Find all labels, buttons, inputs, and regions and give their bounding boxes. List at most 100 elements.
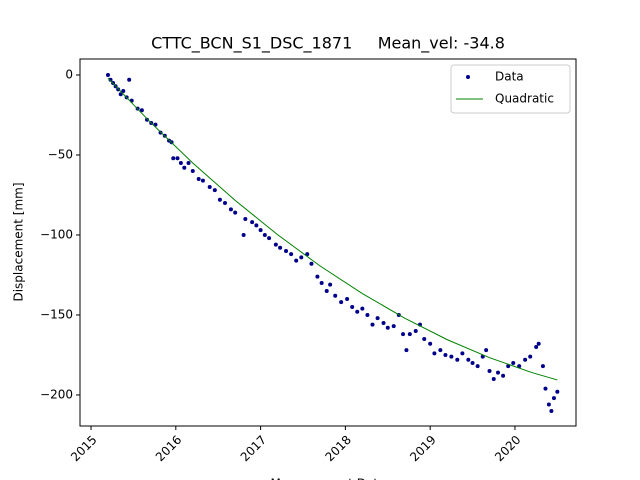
data-point (391, 324, 396, 329)
data-point (250, 220, 255, 225)
data-point (401, 332, 406, 337)
data-point (127, 77, 132, 82)
data-point (491, 376, 496, 381)
y-tick-label: −150 (40, 307, 73, 321)
data-point (121, 88, 126, 93)
data-point (407, 332, 412, 337)
data-point (186, 160, 191, 165)
data-point (139, 108, 144, 113)
data-point (207, 184, 212, 189)
data-point (355, 309, 360, 314)
data-point (108, 77, 113, 82)
y-tick-label: −50 (48, 147, 73, 161)
data-point (506, 364, 511, 369)
data-point (534, 344, 539, 349)
data-point (428, 341, 433, 346)
legend-marker (466, 75, 470, 79)
y-axis-label: Displacement [mm] (12, 182, 26, 301)
y-tick-label: 0 (65, 67, 73, 81)
data-point (333, 293, 338, 298)
data-point (365, 312, 370, 317)
data-point (487, 368, 492, 373)
x-tick-label: 2018 (322, 433, 353, 464)
data-point (144, 117, 149, 122)
data-point (540, 364, 545, 369)
data-point (536, 341, 541, 346)
data-point (517, 364, 522, 369)
data-point (523, 357, 528, 362)
x-tick-label: 2016 (153, 433, 184, 464)
data-point (460, 351, 465, 356)
legend-label: Data (495, 70, 524, 84)
data-point (466, 357, 471, 362)
data-point (432, 351, 437, 356)
data-point (200, 178, 205, 183)
data-point (175, 156, 180, 161)
data-point (228, 207, 233, 212)
data-point (233, 210, 238, 215)
data-point (449, 354, 454, 359)
legend-label: Quadratic (495, 92, 554, 106)
data-point (309, 261, 314, 266)
x-tick-label: 2017 (238, 433, 269, 464)
data-point (222, 200, 227, 205)
data-point (375, 316, 380, 321)
data-point (455, 357, 460, 362)
x-tick-label: 2019 (407, 433, 438, 464)
data-point (289, 252, 294, 257)
data-point (555, 389, 560, 394)
data-point (543, 386, 548, 391)
data-point (381, 320, 386, 325)
chart-title: CTTC_BCN_S1_DSC_1871 Mean_vel: -34.8 (151, 34, 505, 54)
data-point (370, 322, 375, 327)
data-point (299, 255, 304, 260)
data-point (495, 370, 500, 375)
data-point (196, 176, 201, 181)
data-point (438, 348, 443, 353)
data-point (243, 216, 248, 221)
data-point (267, 236, 272, 241)
data-point (212, 188, 217, 193)
x-tick-label: 2020 (492, 433, 523, 464)
data-point (484, 348, 489, 353)
data-point (258, 228, 263, 233)
data-point (319, 280, 324, 285)
data-point (273, 242, 278, 247)
data-point (339, 300, 344, 305)
data-point (315, 274, 320, 279)
data-point (470, 360, 475, 365)
data-point (278, 245, 283, 250)
data-point (551, 396, 556, 401)
data-point (511, 360, 516, 365)
data-point (345, 296, 350, 301)
data-point (324, 288, 329, 293)
y-tick-label: −200 (40, 387, 73, 401)
data-point (528, 354, 533, 359)
legend-box (450, 64, 571, 114)
data-point (118, 92, 123, 97)
data-point (294, 258, 299, 263)
fit-line (107, 77, 558, 381)
y-tick-label: −100 (40, 227, 73, 241)
data-point (190, 168, 195, 173)
data-point (284, 248, 289, 253)
data-point (475, 364, 480, 369)
data-point (549, 408, 554, 413)
data-point (171, 156, 176, 161)
data-point (105, 72, 110, 77)
data-point (262, 232, 267, 237)
data-point (546, 402, 551, 407)
data-point (443, 352, 448, 357)
data-point (254, 223, 259, 228)
data-point (178, 160, 183, 165)
plot-frame (79, 58, 577, 427)
data-point (182, 165, 187, 170)
data-point (413, 328, 418, 333)
data-point (422, 336, 427, 341)
data-point (350, 304, 355, 309)
x-axis-label: Measurement Date (271, 477, 386, 480)
data-point (501, 373, 506, 378)
data-point (385, 325, 390, 330)
data-point (241, 232, 246, 237)
